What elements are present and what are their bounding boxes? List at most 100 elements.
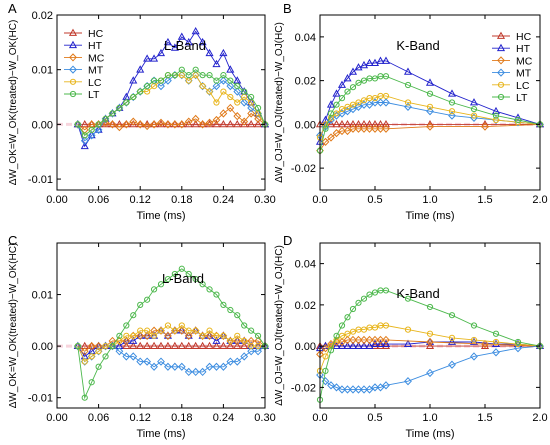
data-point [226, 81, 235, 91]
data-point [219, 362, 228, 371]
data-point [191, 341, 200, 350]
y-tick-label: 0.01 [32, 65, 53, 77]
series-mc [73, 326, 269, 356]
data-point [355, 79, 362, 86]
data-point [327, 114, 335, 121]
data-point [371, 289, 379, 296]
series-line-lt [77, 268, 266, 400]
data-point [359, 341, 369, 350]
data-point [170, 120, 179, 129]
data-point [178, 265, 185, 272]
data-point [122, 120, 131, 129]
data-point [177, 341, 186, 350]
data-point [247, 109, 256, 118]
y-tick-label: 0.02 [32, 10, 53, 22]
data-point [129, 76, 138, 84]
data-point [157, 77, 165, 84]
data-point [382, 124, 390, 133]
data-point [191, 367, 200, 377]
data-point [404, 326, 412, 333]
data-point [123, 332, 130, 339]
data-point [136, 341, 145, 350]
data-point [404, 102, 412, 112]
data-point [321, 344, 330, 353]
legend-marker [496, 43, 506, 52]
data-point [333, 101, 340, 108]
x-tick-label: 0.30 [254, 412, 275, 424]
data-point [492, 348, 500, 357]
data-point [448, 111, 456, 120]
data-point [184, 331, 193, 340]
data-point [199, 281, 206, 288]
data-point [344, 314, 351, 321]
data-point [337, 80, 347, 88]
data-point [226, 119, 235, 128]
legend-label: LT [88, 89, 100, 101]
y-tick-label: 0.00 [295, 119, 316, 131]
y-tick-label: 0.04 [295, 259, 316, 271]
plot-frame [319, 242, 541, 409]
data-point [376, 339, 385, 347]
data-point [382, 381, 390, 390]
data-point [382, 98, 390, 107]
data-point [123, 99, 130, 106]
data-point [349, 328, 357, 335]
data-point [88, 126, 95, 133]
data-point [129, 352, 138, 361]
series-lt [316, 73, 544, 154]
data-point [426, 337, 434, 347]
x-tick-label: 0.24 [213, 412, 234, 424]
panel-title: L-Band [162, 271, 204, 286]
data-point [248, 343, 255, 350]
series-lc [316, 92, 544, 141]
data-point [136, 331, 145, 340]
data-point [206, 88, 213, 95]
series-line-mc [319, 123, 541, 151]
data-point [137, 88, 144, 95]
data-point [371, 98, 379, 107]
data-point [326, 119, 336, 128]
data-point [371, 324, 379, 331]
data-point [192, 275, 199, 283]
data-point [492, 338, 500, 346]
data-point [371, 95, 379, 102]
data-point [426, 90, 434, 97]
data-point [371, 335, 379, 345]
data-point [248, 327, 255, 334]
data-point [150, 362, 158, 371]
data-point [233, 357, 242, 366]
legend-label: LC [516, 80, 530, 92]
data-point [448, 360, 456, 369]
data-point [213, 291, 220, 298]
data-point [213, 99, 220, 106]
data-point [247, 119, 256, 128]
series-line-lt [319, 75, 541, 151]
data-point [164, 76, 172, 85]
data-point [143, 341, 152, 350]
data-point [448, 108, 456, 115]
data-point [227, 93, 234, 101]
series-line-lc [77, 324, 265, 363]
x-tick-label: 0.24 [213, 194, 234, 206]
x-tick-label: 0.00 [46, 194, 67, 206]
data-point [327, 133, 335, 142]
data-point [213, 332, 220, 339]
data-point [348, 67, 358, 75]
data-point [327, 343, 335, 350]
data-point [177, 32, 186, 40]
data-point [163, 331, 172, 339]
data-point [102, 115, 109, 123]
data-point [184, 117, 193, 126]
data-point [470, 322, 478, 329]
data-point [226, 341, 235, 350]
data-point [136, 65, 145, 73]
data-point [382, 92, 390, 100]
data-point [170, 119, 179, 128]
data-point [241, 337, 248, 345]
series-mt [316, 341, 544, 394]
data-point [212, 119, 221, 128]
legend-marker [68, 40, 78, 49]
data-point [322, 353, 329, 360]
data-point [321, 137, 330, 147]
data-point [143, 54, 152, 62]
